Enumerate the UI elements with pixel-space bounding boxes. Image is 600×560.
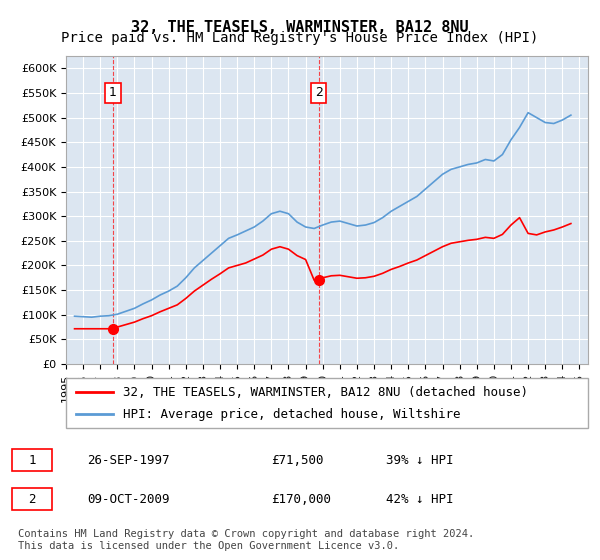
Text: £170,000: £170,000: [271, 493, 331, 506]
Text: 09-OCT-2009: 09-OCT-2009: [87, 493, 169, 506]
FancyBboxPatch shape: [66, 378, 588, 428]
Text: 42% ↓ HPI: 42% ↓ HPI: [386, 493, 454, 506]
Text: 32, THE TEASELS, WARMINSTER, BA12 8NU (detached house): 32, THE TEASELS, WARMINSTER, BA12 8NU (d…: [124, 386, 529, 399]
Text: 2: 2: [315, 86, 323, 100]
Text: 39% ↓ HPI: 39% ↓ HPI: [386, 454, 454, 466]
FancyBboxPatch shape: [12, 449, 52, 472]
FancyBboxPatch shape: [12, 488, 52, 510]
Text: 1: 1: [28, 454, 36, 466]
Text: 1: 1: [109, 86, 117, 100]
Text: HPI: Average price, detached house, Wiltshire: HPI: Average price, detached house, Wilt…: [124, 408, 461, 421]
Text: 2: 2: [28, 493, 36, 506]
Text: 26-SEP-1997: 26-SEP-1997: [87, 454, 169, 466]
Text: Contains HM Land Registry data © Crown copyright and database right 2024.
This d: Contains HM Land Registry data © Crown c…: [18, 529, 474, 551]
Text: 32, THE TEASELS, WARMINSTER, BA12 8NU: 32, THE TEASELS, WARMINSTER, BA12 8NU: [131, 20, 469, 35]
Text: £71,500: £71,500: [271, 454, 324, 466]
Text: Price paid vs. HM Land Registry's House Price Index (HPI): Price paid vs. HM Land Registry's House …: [61, 31, 539, 45]
